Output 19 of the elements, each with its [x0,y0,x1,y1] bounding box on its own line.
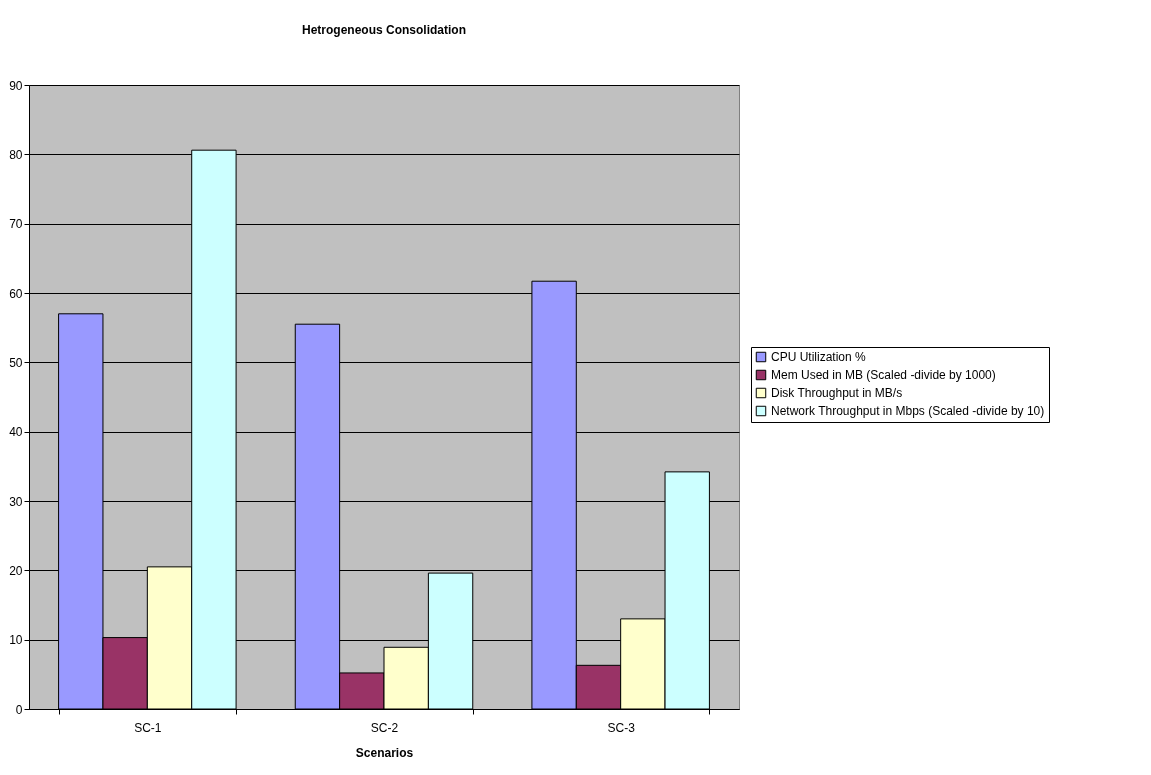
legend-label: CPU Utilization % [771,350,867,364]
legend-label: Disk Throughput in MB/s [771,386,903,400]
y-tick-label: 40 [9,425,23,440]
y-tick-label: 80 [9,147,23,162]
x-tick-label: SC-1 [134,720,162,735]
y-tick-label: 90 [9,78,23,93]
y-tick-label: 60 [9,286,23,301]
y-tick-label: 0 [15,702,23,717]
chart-title: Hetrogeneous Consolidation [301,23,467,37]
y-tick-label: 10 [9,633,23,648]
x-axis-title: Scenarios [355,745,414,760]
legend-label: Mem Used in MB (Scaled -divide by 1000) [771,368,996,382]
y-tick-label: 50 [9,355,23,370]
y-tick-label: 20 [9,563,23,578]
x-tick-label: SC-3 [607,720,636,735]
legend-label: Network Throughput in Mbps (Scaled -divide by 10) [771,404,1045,418]
x-tick-label: SC-2 [370,720,399,735]
y-tick-label: 70 [9,217,23,232]
y-tick-label: 30 [9,494,23,509]
